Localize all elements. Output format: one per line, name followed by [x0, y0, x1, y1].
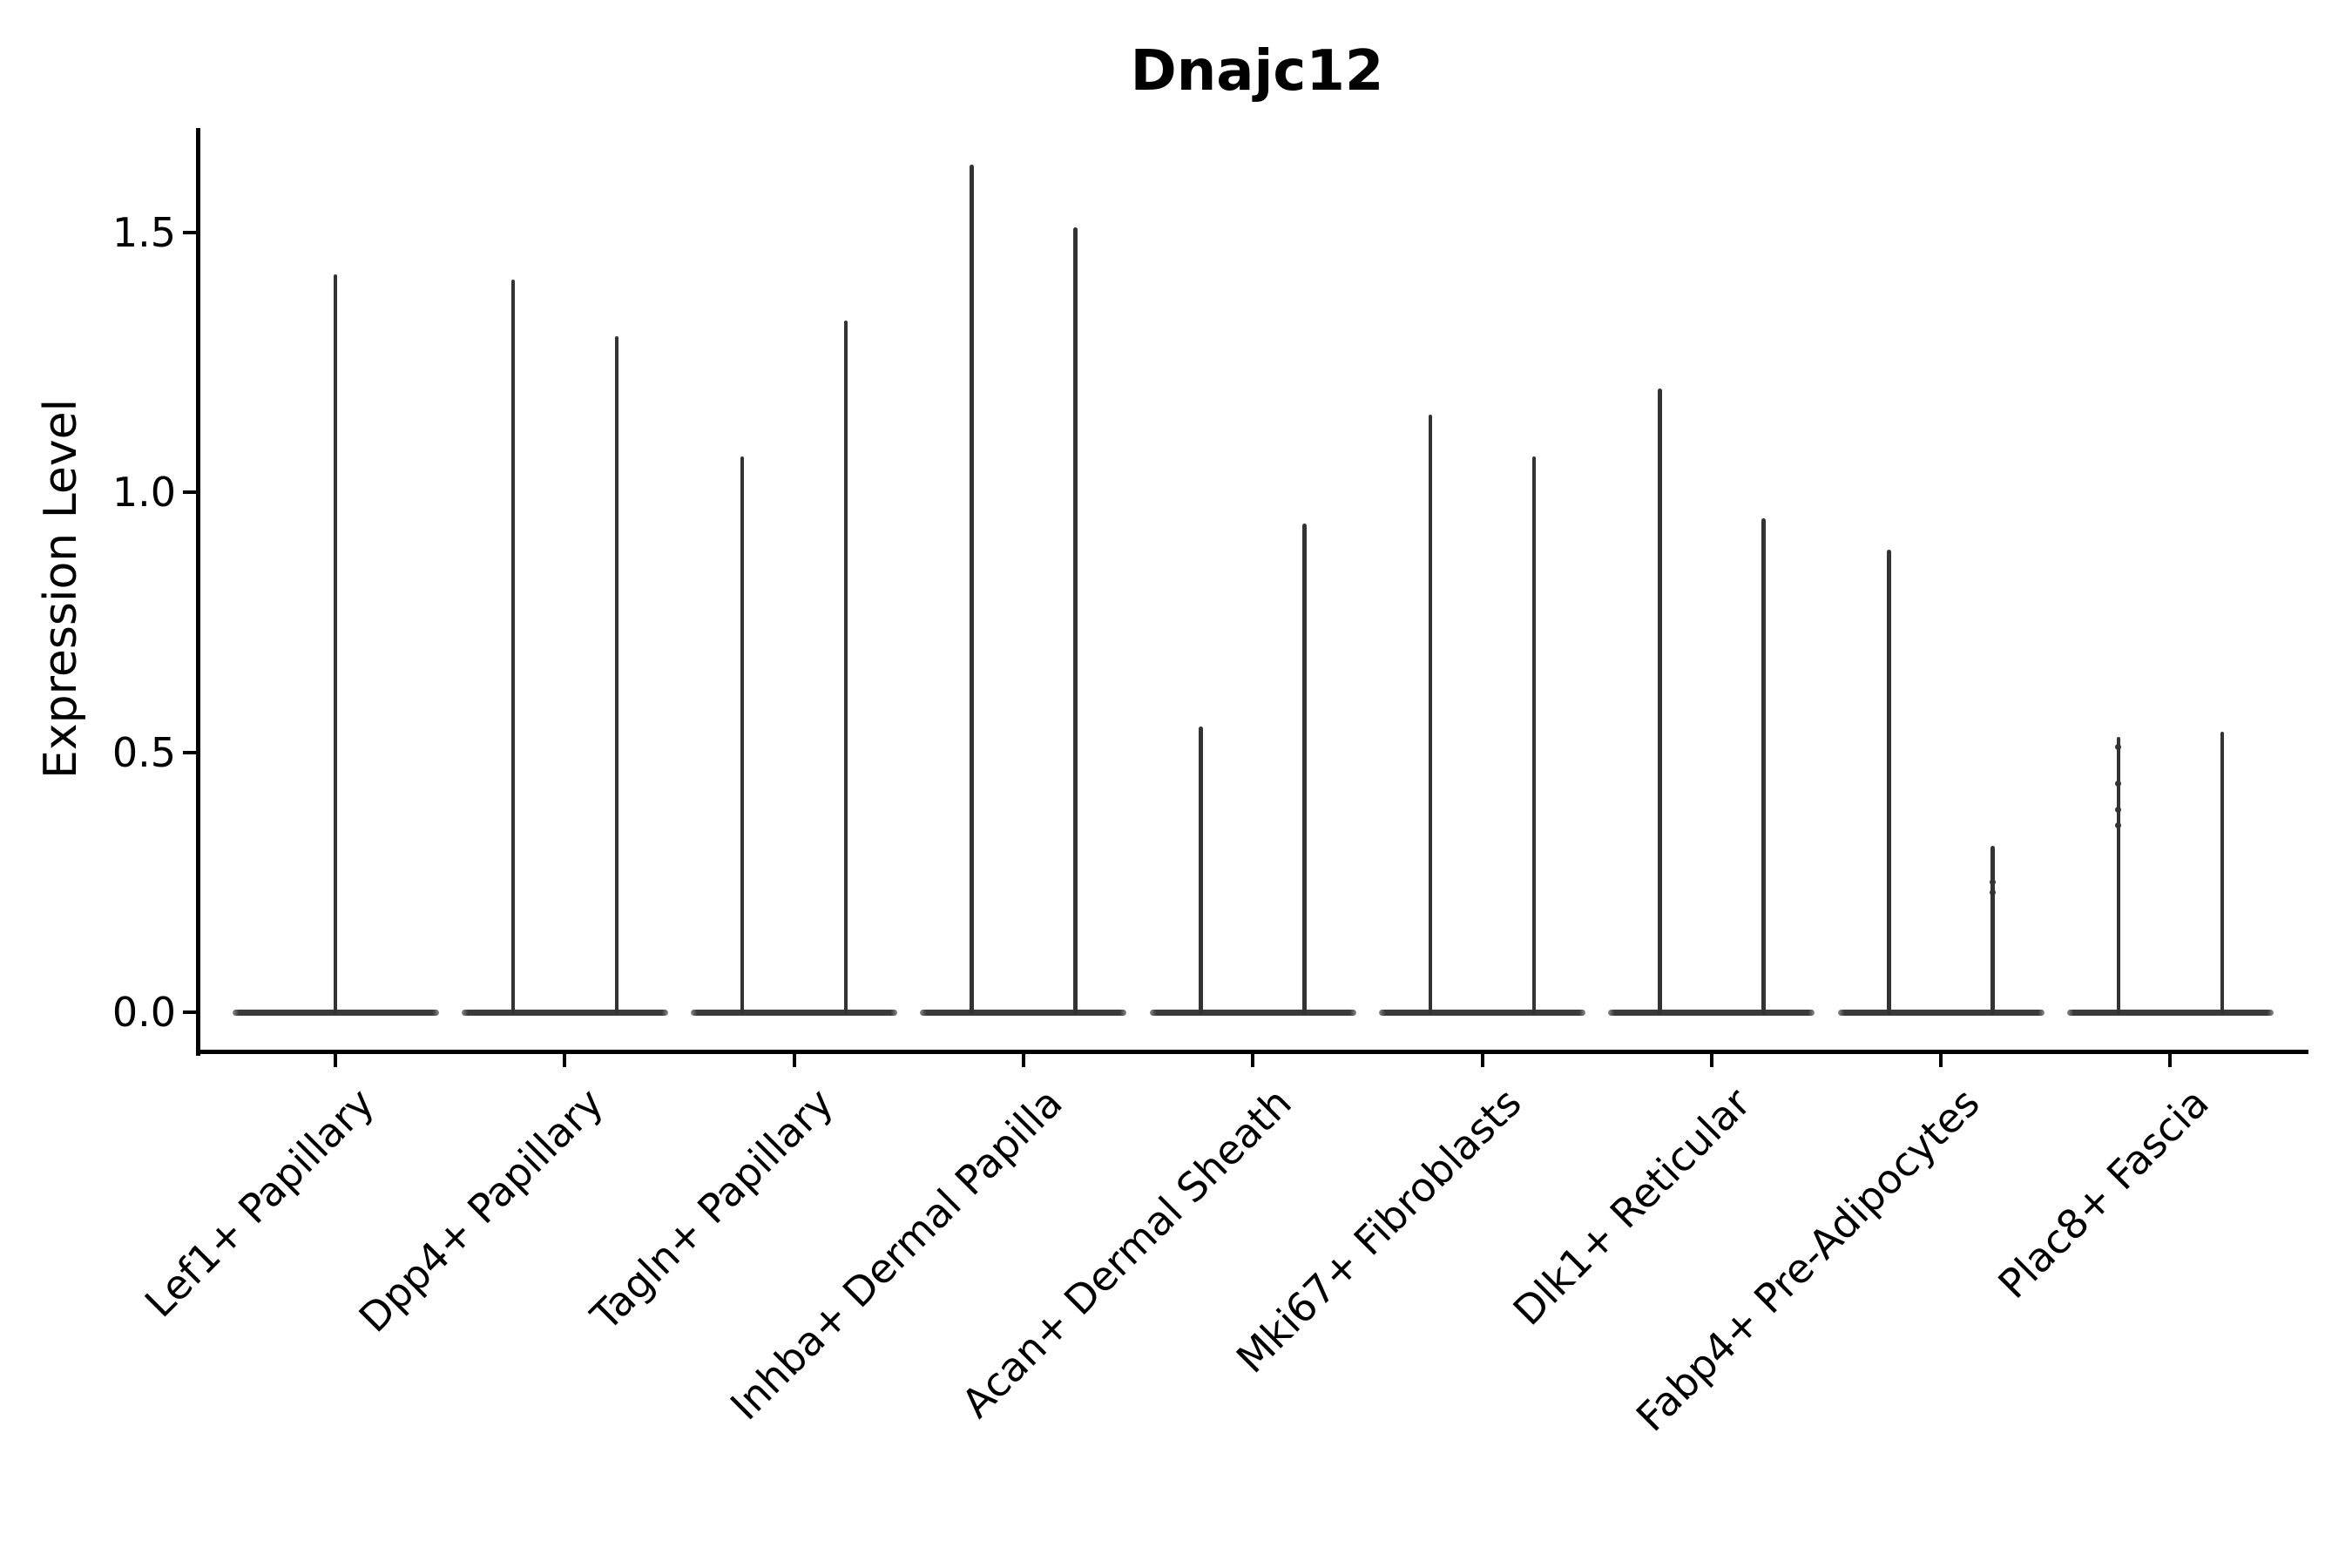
violin-spike [2116, 736, 2121, 1015]
data-point-dot [1990, 879, 1997, 886]
violin-spike [1887, 549, 1891, 1015]
violin-spike [510, 279, 516, 1015]
x-tick [1251, 1054, 1255, 1067]
x-tick-label: Dpp4+ Papillary [349, 1078, 613, 1342]
violin-base [2066, 1009, 2274, 1016]
y-tick [183, 490, 196, 495]
violin-base [920, 1009, 1127, 1016]
violin-spike [1073, 226, 1078, 1015]
violin-spike [1302, 524, 1307, 1015]
y-tick [183, 230, 196, 234]
y-axis-spine [196, 128, 200, 1056]
plot-title: Dnajc12 [1130, 39, 1384, 104]
x-tick-label: Dlk1+ Reticular [1504, 1078, 1760, 1335]
x-tick [334, 1054, 337, 1067]
violin-spike [614, 336, 619, 1015]
violin-spike [1428, 414, 1433, 1015]
x-tick-label: Inhba+ Dermal Papilla [720, 1078, 1071, 1429]
x-tick [1709, 1054, 1713, 1067]
violin-spike [1761, 518, 1766, 1015]
y-tick [183, 1010, 196, 1014]
violin-spike [970, 165, 974, 1015]
y-axis-label: Expression Level [35, 398, 87, 780]
x-tick-label: Acan+ Dermal Sheath [952, 1078, 1301, 1427]
violin-spike [740, 456, 745, 1015]
y-tick-label: 1.0 [112, 469, 176, 517]
data-point-dot [2115, 780, 2122, 787]
data-point-dot [2115, 744, 2122, 751]
violin-spike [1658, 388, 1662, 1015]
x-axis-spine [196, 1050, 2308, 1054]
data-point-dot [2115, 806, 2122, 813]
x-tick [1480, 1054, 1484, 1067]
data-point-dot [2115, 821, 2122, 828]
x-tick [2168, 1054, 2173, 1067]
y-tick [183, 750, 196, 754]
x-tick-label: Plac8+ Fascia [1989, 1078, 2219, 1308]
violin-spike [1199, 726, 1203, 1015]
violin-base [1149, 1009, 1356, 1016]
violin-spike [843, 321, 848, 1015]
x-tick [792, 1054, 796, 1067]
x-tick-label: Fabp4+ Pre-Adipocytes [1626, 1078, 1989, 1441]
x-tick [563, 1054, 567, 1067]
x-tick-label: Mki67+ Fibroblasts [1227, 1078, 1531, 1382]
violin-spike [1990, 846, 1995, 1015]
x-tick-label: Tagln+ Papillary [581, 1078, 842, 1340]
violin-spike [2220, 731, 2225, 1015]
violin-base [461, 1009, 668, 1016]
data-point-dot [1990, 889, 1997, 896]
violin-base [1608, 1009, 1815, 1016]
violin-base [1379, 1009, 1585, 1016]
violin-base [1837, 1009, 2044, 1016]
y-tick-label: 0.5 [112, 728, 176, 776]
violin-spike [1531, 456, 1537, 1015]
y-tick-label: 0.0 [112, 989, 176, 1036]
y-tick-label: 1.5 [112, 208, 176, 256]
x-tick [1939, 1054, 1943, 1067]
x-tick [1021, 1054, 1025, 1067]
violin-spike [333, 274, 338, 1015]
violin-base [691, 1009, 898, 1016]
